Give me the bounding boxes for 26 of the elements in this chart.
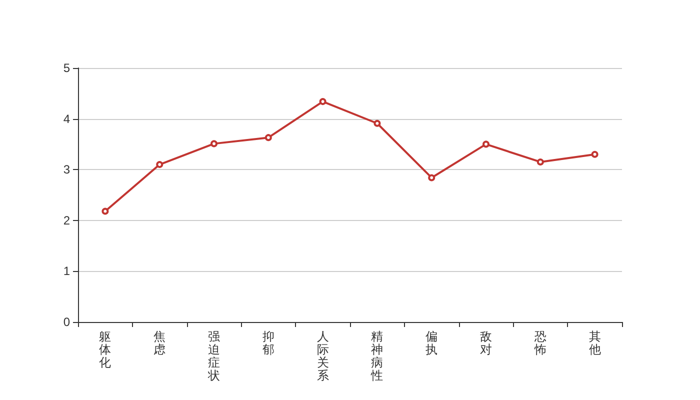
x-tick-label: 敌对 [480, 330, 492, 356]
x-tick-label: 躯体化 [99, 330, 112, 370]
point [319, 98, 326, 106]
point [591, 150, 598, 158]
point [156, 161, 164, 168]
y-tick-label: 1 [63, 264, 70, 278]
y-tick-label: 4 [63, 112, 70, 126]
y-tick-label: 5 [63, 61, 70, 75]
point [210, 140, 218, 148]
y-tick-label: 2 [63, 213, 70, 228]
point [428, 174, 436, 182]
point [102, 208, 109, 215]
x-tick-label: 抑郁 [262, 330, 274, 356]
point [374, 120, 381, 127]
point [264, 134, 272, 142]
x-tick-label: 恐怖 [533, 330, 546, 356]
x-tick-label: 其他 [588, 330, 601, 356]
y-tick-label: 3 [63, 162, 70, 177]
point [482, 140, 490, 148]
point [536, 158, 544, 166]
x-tick-label: 人际关系 [316, 330, 329, 382]
y-tick-label: 0 [63, 315, 70, 329]
x-tick-label: 强迫症状 [207, 330, 220, 382]
x-tick-label: 精神病性 [370, 330, 384, 382]
x-tick-label: 偏执 [426, 330, 438, 356]
x-tick-label: 焦虑 [154, 330, 166, 356]
